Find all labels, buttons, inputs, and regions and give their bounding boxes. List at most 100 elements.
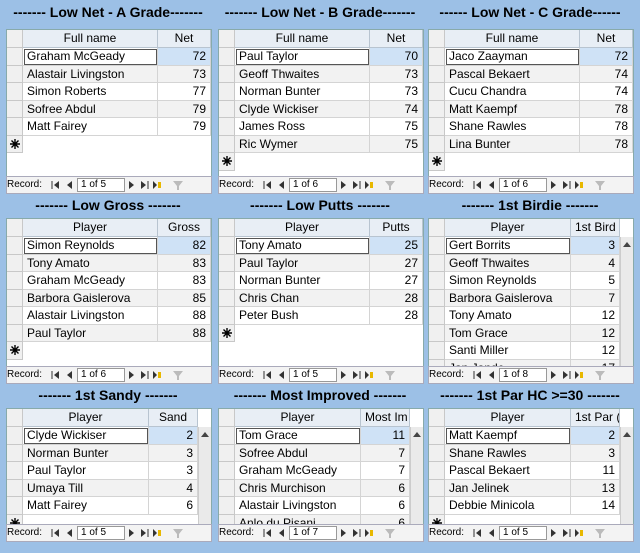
value-cell[interactable]: 88 (158, 307, 211, 325)
row-selector[interactable] (429, 289, 445, 307)
column-header[interactable]: Putts (370, 219, 423, 237)
name-cell[interactable]: Alastair Livingston (23, 307, 158, 325)
value-cell[interactable]: 12 (571, 324, 620, 342)
value-cell[interactable]: 27 (370, 254, 423, 272)
row-selector[interactable] (7, 254, 23, 272)
filter-label[interactable]: No Filter (219, 193, 241, 194)
last-record[interactable] (139, 178, 149, 192)
value-cell[interactable]: 6 (361, 479, 410, 497)
record-number[interactable]: 1 of 6 (499, 178, 547, 192)
name-cell[interactable]: Shane Rawles (445, 444, 571, 462)
record-number[interactable]: 1 of 6 (289, 178, 337, 192)
value-cell[interactable]: 83 (158, 254, 211, 272)
filter-label[interactable]: No Filter (7, 541, 29, 542)
value-cell[interactable]: 78 (580, 118, 633, 136)
value-cell[interactable]: 2 (571, 427, 620, 445)
last-record[interactable] (139, 526, 149, 540)
new-record[interactable] (363, 526, 373, 540)
name-cell[interactable]: Anlo du Pisani (235, 514, 361, 524)
value-cell[interactable]: 7 (361, 462, 410, 480)
filter-toggle[interactable] (595, 526, 605, 540)
name-cell[interactable]: Paul Taylor (235, 48, 370, 66)
row-selector[interactable] (219, 65, 235, 83)
row-selector[interactable] (7, 272, 23, 290)
filter-toggle[interactable] (173, 368, 183, 382)
row-selector[interactable] (429, 118, 445, 136)
name-cell[interactable]: Tom Grace (445, 324, 571, 342)
value-cell[interactable]: 28 (370, 289, 423, 307)
name-cell[interactable]: Clyde Wickiser (235, 100, 370, 118)
row-selector[interactable] (7, 118, 23, 136)
new-record[interactable] (151, 526, 161, 540)
value-cell[interactable]: 6 (361, 514, 410, 524)
value-cell[interactable]: 12 (571, 307, 620, 325)
name-cell[interactable]: Simon Reynolds (23, 237, 158, 255)
last-record[interactable] (139, 368, 149, 382)
filter-label[interactable]: No Filter (219, 383, 241, 384)
column-header[interactable]: Net (580, 30, 633, 48)
value-cell[interactable]: 12 (571, 342, 620, 360)
column-header[interactable]: Gross (158, 219, 211, 237)
column-header[interactable]: Most Im (361, 409, 410, 427)
new-row[interactable] (7, 514, 23, 524)
row-selector[interactable] (429, 307, 445, 325)
last-record[interactable] (351, 368, 361, 382)
value-cell[interactable]: 73 (370, 65, 423, 83)
column-header[interactable]: Player (235, 219, 370, 237)
value-cell[interactable]: 74 (580, 65, 633, 83)
scrollbar[interactable] (198, 427, 211, 524)
scrollbar[interactable] (620, 427, 633, 524)
name-cell[interactable]: Matt Kaempf (445, 100, 580, 118)
row-selector[interactable] (7, 83, 23, 101)
name-cell[interactable]: Pascal Bekaert (445, 462, 571, 480)
name-cell[interactable]: Clyde Wickiser (23, 427, 149, 445)
new-record[interactable] (151, 368, 161, 382)
value-cell[interactable]: 88 (158, 324, 211, 342)
name-cell[interactable]: Umaya Till (23, 479, 149, 497)
name-cell[interactable]: Pascal Bekaert (445, 65, 580, 83)
row-selector[interactable] (429, 83, 445, 101)
first-record[interactable] (51, 526, 61, 540)
value-cell[interactable]: 3 (571, 444, 620, 462)
name-cell[interactable]: Graham McGeady (23, 48, 158, 66)
column-header[interactable]: Player (23, 219, 158, 237)
row-selector[interactable] (219, 479, 235, 497)
value-cell[interactable]: 7 (361, 444, 410, 462)
value-cell[interactable]: 70 (370, 48, 423, 66)
row-selector[interactable] (219, 237, 235, 255)
row-selector[interactable] (429, 135, 445, 153)
row-selector[interactable] (219, 514, 235, 524)
row-selector[interactable] (429, 497, 445, 515)
column-header[interactable]: Player (445, 409, 571, 427)
name-cell[interactable]: Chris Chan (235, 289, 370, 307)
new-record[interactable] (573, 178, 583, 192)
row-selector[interactable] (219, 307, 235, 325)
value-cell[interactable]: 5 (571, 272, 620, 290)
value-cell[interactable]: 78 (580, 100, 633, 118)
next-record[interactable] (127, 368, 137, 382)
previous-record[interactable] (64, 526, 74, 540)
value-cell[interactable]: 79 (158, 118, 211, 136)
filter-toggle[interactable] (173, 178, 183, 192)
record-number[interactable]: 1 of 5 (289, 368, 337, 382)
first-record[interactable] (473, 178, 483, 192)
value-cell[interactable]: 78 (580, 135, 633, 153)
name-cell[interactable]: Paul Taylor (235, 254, 370, 272)
next-record[interactable] (127, 526, 137, 540)
next-record[interactable] (127, 178, 137, 192)
column-header[interactable]: Net (370, 30, 423, 48)
row-selector[interactable] (219, 48, 235, 66)
previous-record[interactable] (64, 178, 74, 192)
name-cell[interactable]: Tony Amato (235, 237, 370, 255)
column-header[interactable]: Full name (235, 30, 370, 48)
next-record[interactable] (339, 178, 349, 192)
value-cell[interactable]: 3 (149, 462, 198, 480)
row-selector[interactable] (7, 100, 23, 118)
new-record[interactable] (573, 526, 583, 540)
last-record[interactable] (351, 178, 361, 192)
row-selector[interactable] (219, 289, 235, 307)
value-cell[interactable]: 4 (149, 479, 198, 497)
record-number[interactable]: 1 of 5 (77, 526, 125, 540)
last-record[interactable] (351, 526, 361, 540)
value-cell[interactable]: 3 (571, 237, 620, 255)
